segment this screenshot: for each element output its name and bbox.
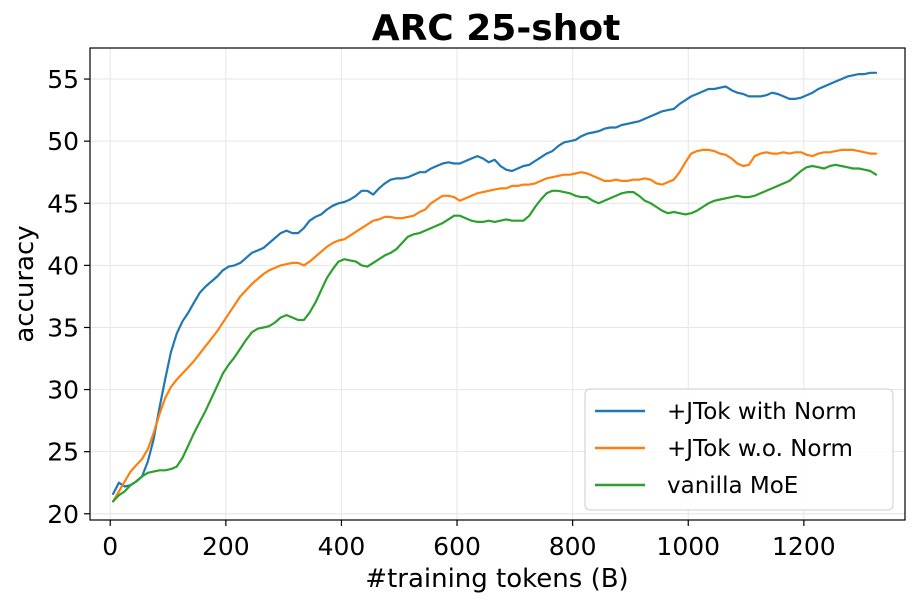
y-tick-label: 55 — [47, 65, 79, 94]
x-tick-label: 1200 — [772, 532, 836, 561]
y-tick-label: 50 — [47, 127, 79, 156]
plot-frame — [89, 47, 906, 521]
y-tick-label: 30 — [47, 376, 79, 405]
series-lines — [111, 71, 878, 503]
legend-entry: vanilla MoE — [667, 473, 798, 499]
x-tick-label: 0 — [102, 532, 118, 561]
legend: +JTok with Norm +JTok w.o. Norm vanilla Mo… — [584, 388, 894, 511]
y-tick-label: 35 — [47, 313, 79, 342]
y-axis-label: accuracy — [10, 225, 40, 342]
series-line-2 — [111, 148, 878, 503]
x-tick-label: 200 — [202, 532, 250, 561]
chart-title: ARC 25-shot — [372, 8, 621, 49]
legend-entry: +JTok w.o. Norm — [667, 436, 853, 462]
series-line-3 — [111, 163, 878, 503]
x-tick-label: 600 — [433, 532, 481, 561]
series-line-1 — [111, 71, 878, 495]
x-axis-label: #training tokens (B) — [365, 564, 628, 594]
axis-ticks: 0 200 400 600 800 1000 1200 20 25 30 35 40 45 50 55 — [47, 65, 835, 561]
x-tick-label: 400 — [318, 532, 366, 561]
x-tick-label: 1000 — [656, 532, 720, 561]
x-tick-label: 800 — [549, 532, 597, 561]
legend-entry: +JTok with Norm — [667, 399, 857, 425]
y-tick-label: 45 — [47, 189, 79, 218]
legend-box — [584, 388, 894, 511]
y-tick-label: 40 — [47, 251, 79, 280]
y-tick-label: 25 — [47, 438, 79, 467]
y-tick-label: 20 — [47, 500, 79, 529]
